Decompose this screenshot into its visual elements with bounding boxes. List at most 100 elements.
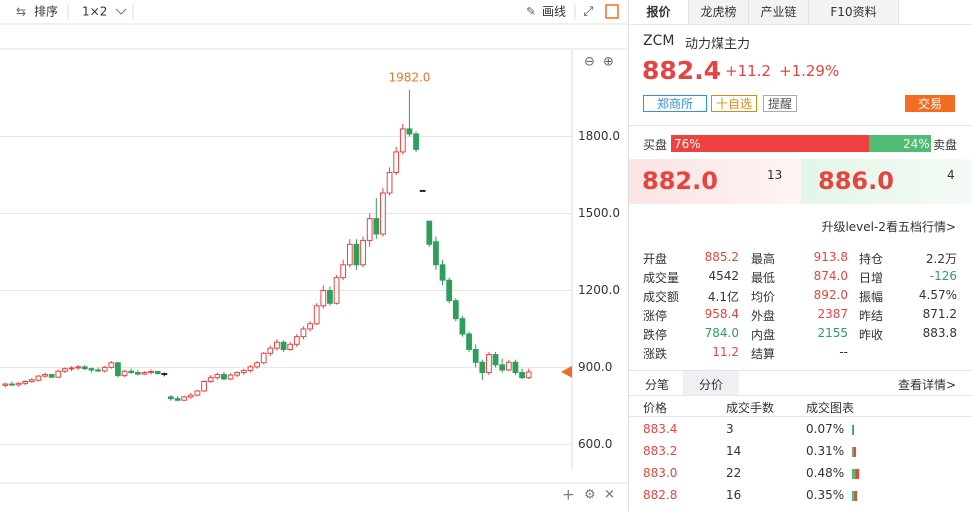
candle-body (293, 336, 300, 345)
sep (629, 125, 972, 126)
candle-body (260, 352, 267, 364)
last-price-marker (561, 365, 572, 378)
candle-body (472, 348, 479, 363)
trade-volume: 22 (726, 466, 742, 480)
sort-icon[interactable]: ⇆ (16, 5, 26, 19)
chart-bg (0, 0, 628, 511)
stat-value: 784.0 (704, 326, 739, 340)
fullscreen-icon[interactable]: ⤢ (583, 5, 593, 20)
candle-body (55, 370, 62, 378)
watch-button[interactable]: 十自选 (711, 95, 758, 112)
candle-body (168, 396, 174, 400)
stat-label: 内盘 (751, 328, 776, 342)
trade-price: 883.4 (643, 422, 678, 436)
table-header: 价格 (643, 401, 668, 415)
volume-bar (852, 447, 857, 457)
candle-body (393, 151, 400, 173)
stat-label: 最高 (751, 252, 776, 266)
change-pct: +1.29% (779, 62, 840, 80)
tab2[interactable]: 分价 (699, 378, 724, 392)
trade-button[interactable]: 交易 (905, 95, 955, 112)
stat-value: 871.2 (922, 307, 957, 321)
settings-icon[interactable]: ⚙ (584, 488, 596, 503)
candle-body (280, 341, 287, 350)
candle-body (254, 362, 260, 368)
candle-body (499, 364, 506, 371)
stat-label: 涨跌 (643, 347, 668, 361)
candle-body (101, 366, 108, 372)
volume-bar (852, 469, 859, 479)
exchange-tag[interactable]: 郑商所 (643, 95, 707, 112)
stat-label: 结算 (751, 347, 776, 361)
draw-icon[interactable]: ✎ (526, 5, 536, 19)
trade-price: 883.0 (643, 466, 678, 480)
candle-body (48, 374, 55, 378)
stat-label: 涨停 (643, 309, 668, 323)
candle-body (2, 383, 9, 386)
sep (629, 370, 972, 371)
candle-body (201, 381, 207, 392)
candle-body (320, 289, 327, 307)
symbol-name: 动力煤主力 (685, 37, 751, 52)
candle-body (466, 333, 472, 350)
quote-panel: 报价 龙虎榜 产业链 F10资料 ZCM 动力煤主力 882.4 +11.2 +1.29% 郑商所… (628, 0, 972, 511)
alert-button[interactable]: 提醒 (763, 95, 798, 112)
trade-volume: 16 (726, 488, 742, 502)
upgrade-link[interactable]: 升级level-2看五档行情> (821, 220, 956, 234)
candle-body (505, 361, 512, 371)
y-tick-label: 600.0 (578, 437, 612, 451)
stat-label: 最低 (751, 271, 776, 285)
candle-body (62, 368, 68, 372)
candle-body (108, 362, 115, 368)
sell-label: 卖盘 (933, 138, 958, 152)
trade-price: 882.8 (643, 488, 678, 502)
stat-value: 4.57% (918, 288, 957, 302)
candle-body (9, 383, 15, 386)
stat-label: 昨结 (859, 309, 884, 323)
buy-pct: 76% (674, 137, 701, 151)
candle-body (313, 305, 320, 325)
volume-bar (852, 491, 857, 501)
candle-body (486, 354, 492, 374)
candle-body (386, 171, 393, 194)
candle-body (479, 361, 486, 374)
window-icon[interactable] (605, 4, 619, 19)
candle-body (15, 382, 22, 386)
candle-body (95, 369, 101, 372)
candle-body (247, 366, 254, 371)
draw-button[interactable]: 画线 (542, 5, 566, 19)
tab2[interactable]: 分笔 (645, 378, 670, 392)
candle-body (35, 375, 42, 381)
tab[interactable]: F10资料 (809, 0, 899, 24)
trade-pct: 0.48% (806, 466, 845, 480)
zoom-in[interactable]: ⊕ (603, 55, 614, 70)
stat-label: 成交量 (643, 271, 680, 285)
tab[interactable]: 产业链 (749, 0, 809, 24)
sep (629, 416, 972, 417)
sep (629, 24, 972, 25)
tab[interactable]: 报价 (629, 0, 689, 24)
dropdown-icon[interactable] (115, 8, 127, 15)
symbol-code: ZCM (643, 33, 675, 49)
sort-button[interactable]: 排序 (34, 4, 58, 19)
add-indicator[interactable]: + (562, 486, 575, 504)
candle-body (519, 372, 525, 379)
zoom-out[interactable]: ⊖ (584, 55, 595, 70)
close-icon[interactable]: ✕ (604, 488, 615, 503)
detail-link[interactable]: 查看详情> (897, 378, 956, 392)
candle-body (419, 189, 426, 192)
stat-value: 11.2 (712, 345, 739, 359)
candle-body (81, 366, 88, 370)
candle-body (214, 374, 221, 379)
stat-label: 昨收 (859, 328, 884, 342)
candle-body (446, 279, 453, 302)
layout-button[interactable]: 1×2 (82, 5, 107, 19)
candle-body (525, 371, 532, 379)
stat-value: 883.8 (922, 326, 957, 340)
bid-box (629, 159, 801, 204)
candle-body (28, 379, 35, 383)
bid-volume: 13 (767, 168, 783, 182)
tab[interactable]: 龙虎榜 (689, 0, 749, 24)
candle-body (492, 354, 499, 366)
